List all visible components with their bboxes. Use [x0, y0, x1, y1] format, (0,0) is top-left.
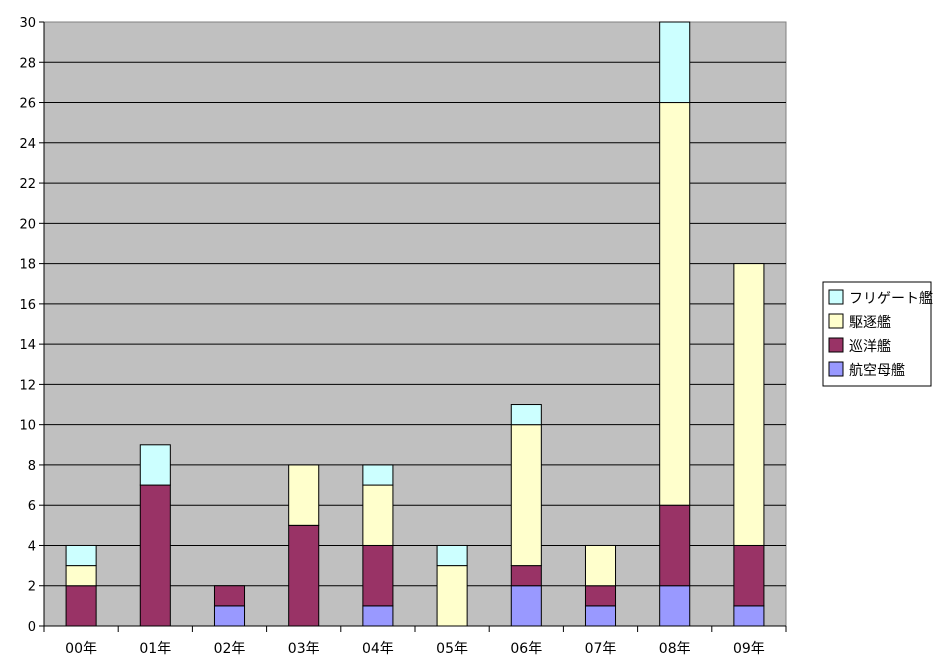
bar-segment — [733, 605, 765, 627]
y-tick-label: 6 — [28, 499, 36, 514]
y-tick-label: 18 — [19, 258, 36, 273]
bar-segment — [733, 263, 765, 546]
y-tick-label: 22 — [19, 177, 36, 192]
legend-swatch — [828, 361, 844, 377]
bar-segment — [584, 585, 617, 607]
bar-segment — [362, 484, 394, 546]
y-tick-label: 28 — [19, 56, 36, 71]
bar-segment — [510, 404, 542, 426]
bar-segment — [65, 585, 97, 627]
legend-swatch — [828, 313, 844, 329]
bar-segment — [288, 524, 320, 627]
bar-segment — [584, 605, 617, 627]
x-tick-label: 07年 — [585, 641, 617, 657]
bar-segment — [510, 585, 542, 627]
y-tick-label: 24 — [19, 137, 36, 152]
y-tick-label: 4 — [28, 539, 36, 554]
y-tick-label: 16 — [19, 298, 36, 313]
y-tick-label: 14 — [19, 338, 36, 353]
x-tick-label: 09年 — [733, 641, 765, 657]
bar-segment — [213, 585, 246, 607]
bar-segment — [659, 504, 691, 587]
bar-segment — [659, 102, 691, 506]
bar-segment — [510, 424, 542, 567]
bar-segment — [139, 444, 171, 486]
legend-swatch — [828, 337, 844, 353]
y-tick-label: 30 — [19, 16, 36, 31]
y-tick-label: 10 — [19, 419, 36, 434]
x-tick-label: 01年 — [139, 641, 171, 657]
bar-segment — [362, 544, 394, 607]
legend-label: 巡洋艦 — [849, 339, 891, 355]
legend-swatch — [828, 289, 844, 305]
bar-segment — [510, 565, 542, 587]
x-tick-label: 02年 — [214, 641, 246, 657]
y-tick-label: 20 — [19, 217, 36, 232]
bar-segment — [362, 605, 394, 627]
x-tick-label: 06年 — [510, 641, 542, 657]
bar-segment — [288, 464, 320, 526]
bar-segment — [65, 565, 97, 587]
legend-label: 駆逐艦 — [849, 315, 891, 331]
y-tick-label: 26 — [19, 97, 36, 112]
y-tick-label: 0 — [28, 620, 36, 635]
y-tick-label: 2 — [28, 580, 36, 595]
bar-segment — [436, 565, 468, 627]
bar-segment — [659, 585, 691, 627]
x-tick-label: 08年 — [659, 641, 691, 657]
x-tick-label: 04年 — [362, 641, 394, 657]
bar-segment — [213, 605, 246, 627]
y-tick-label: 8 — [28, 459, 36, 474]
bar-segment — [139, 484, 171, 627]
bar-segment — [362, 464, 394, 486]
bar-segment — [436, 544, 468, 567]
x-tick-label: 05年 — [436, 641, 468, 657]
bars — [65, 21, 765, 627]
bar-segment — [65, 544, 97, 567]
bar-segment — [733, 544, 765, 607]
y-tick-label: 12 — [19, 378, 36, 393]
bar-segment — [659, 21, 691, 104]
x-tick-label: 03年 — [288, 641, 320, 657]
x-tick-label: 00年 — [65, 641, 97, 657]
bar-segment — [584, 544, 617, 587]
legend-label: 航空母艦 — [849, 363, 905, 379]
legend-label: フリゲート艦 — [849, 291, 933, 307]
